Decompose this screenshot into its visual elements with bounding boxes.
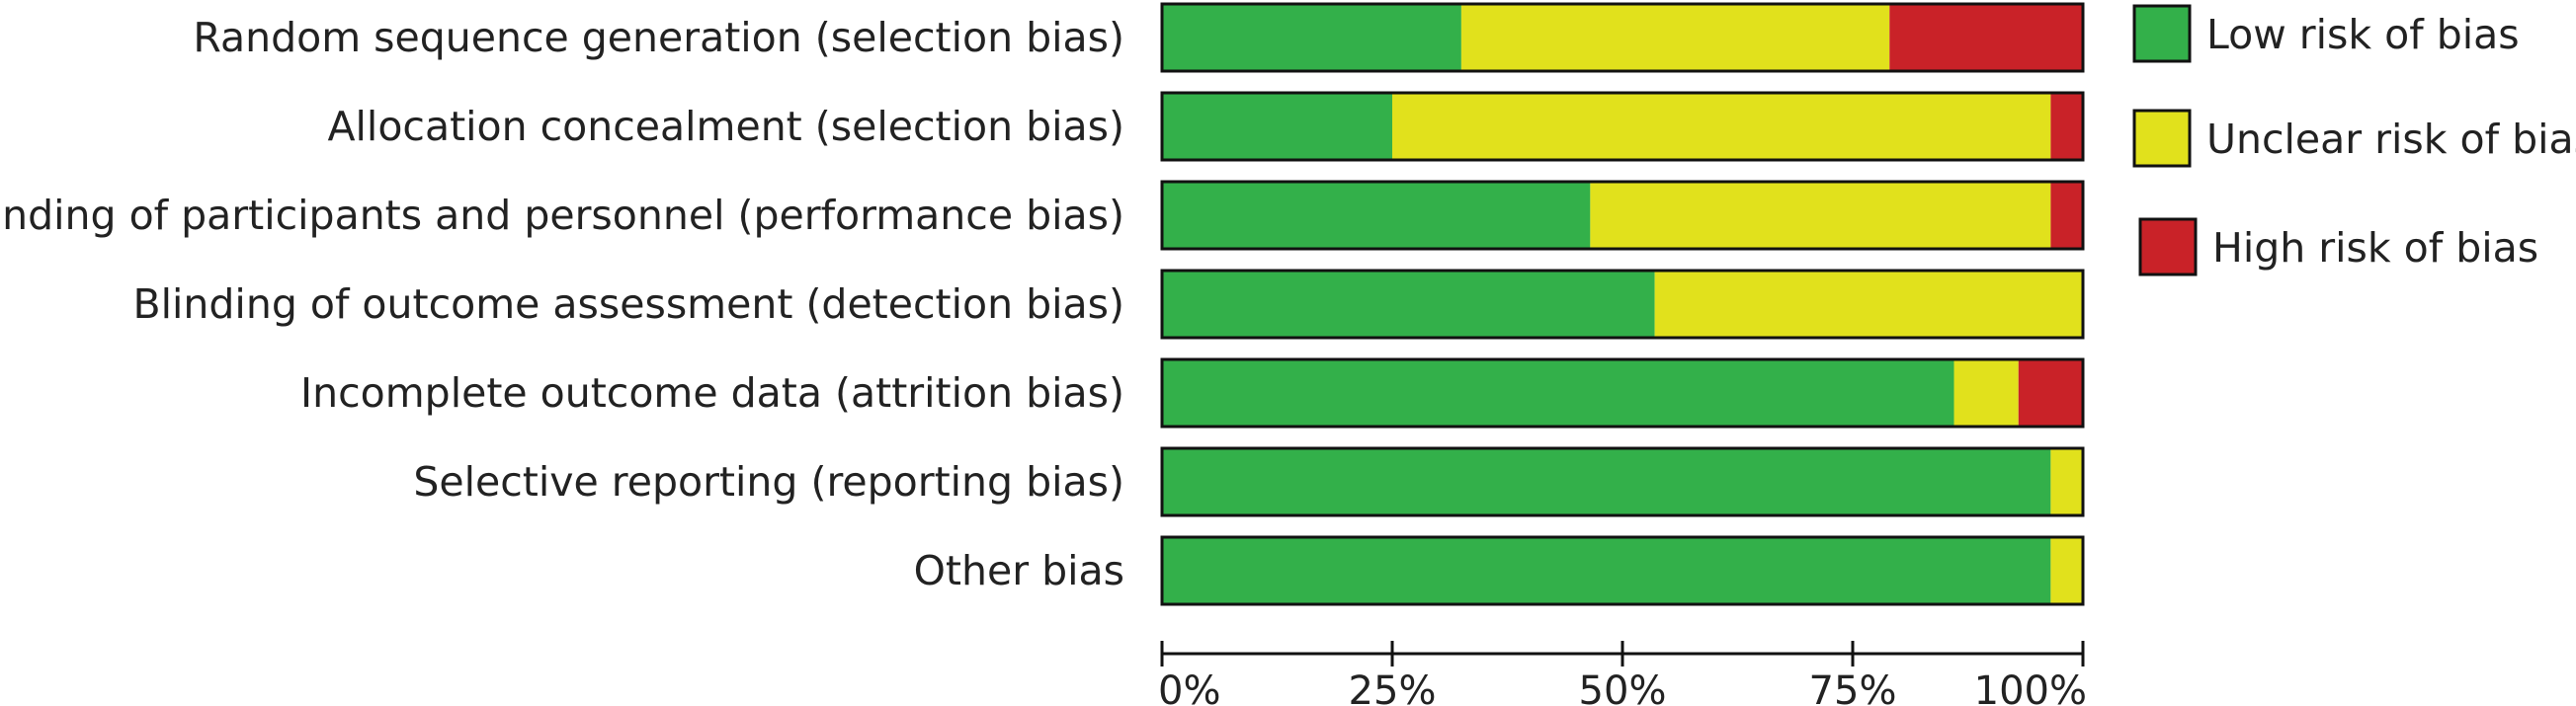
bar-segment-low-risk-of-bias: [1162, 448, 2051, 515]
x-tick-label: 50%: [1579, 668, 1667, 706]
bar-segment-unclear-risk-of-bias: [1654, 271, 2083, 338]
bar-segment-unclear-risk-of-bias: [2050, 537, 2083, 604]
category-label: Random sequence generation (selection bi…: [193, 14, 1124, 61]
bar-segment-high-risk-of-bias: [2018, 359, 2083, 427]
legend-swatch: [2132, 109, 2192, 168]
x-tick-label: 100%: [1974, 668, 2087, 706]
bar-segment-unclear-risk-of-bias: [1590, 182, 2051, 249]
bar-segment-unclear-risk-of-bias: [1460, 4, 1890, 71]
legend-label: Unclear risk of bias: [2206, 116, 2576, 163]
bar-segment-low-risk-of-bias: [1162, 93, 1392, 160]
legend: Low risk of bias Unclear risk of bias High…: [2132, 4, 2576, 276]
category-labels: Random sequence generation (selection bi…: [0, 14, 1124, 594]
legend-label: High risk of bias: [2212, 224, 2538, 272]
bar-outline: [1160, 535, 2085, 606]
category-label: Blinding of outcome assessment (detectio…: [133, 280, 1124, 328]
bar-segment-low-risk-of-bias: [1162, 4, 1461, 71]
x-axis: 0% 25% 50% 75% 100%: [1158, 641, 2087, 706]
bar-outline: [1160, 269, 2085, 340]
bar-segment-unclear-risk-of-bias: [1953, 359, 2019, 427]
bars: [1160, 2, 2085, 606]
category-label: Incomplete outcome data (attrition bias): [300, 369, 1124, 417]
bar-segment-high-risk-of-bias: [1889, 4, 2083, 71]
bar-segment-high-risk-of-bias: [2050, 182, 2083, 249]
bar-segment-unclear-risk-of-bias: [2050, 448, 2083, 515]
bar-outline: [1160, 180, 2085, 251]
x-tick-label: 0%: [1158, 668, 1220, 706]
category-label: Other bias: [914, 547, 1124, 594]
x-tick-label: 25%: [1349, 668, 1437, 706]
bar-segment-low-risk-of-bias: [1162, 359, 1954, 427]
bar-segment-low-risk-of-bias: [1162, 182, 1591, 249]
legend-label: Low risk of bias: [2206, 11, 2520, 58]
bar-outline: [1160, 2, 2085, 73]
legend-swatch: [2138, 217, 2198, 276]
bar-segment-unclear-risk-of-bias: [1392, 93, 2051, 160]
category-label: Blinding of participants and personnel (…: [0, 192, 1124, 239]
category-label: Allocation concealment (selection bias): [327, 103, 1124, 150]
legend-swatch: [2132, 4, 2192, 63]
bar-outline: [1160, 357, 2085, 429]
bar-segment-high-risk-of-bias: [2050, 93, 2083, 160]
bar-outline: [1160, 91, 2085, 162]
x-tick-label: 75%: [1809, 668, 1897, 706]
bar-outline: [1160, 446, 2085, 517]
bar-segment-low-risk-of-bias: [1162, 271, 1655, 338]
bar-segment-low-risk-of-bias: [1162, 537, 2051, 604]
category-label: Selective reporting (reporting bias): [413, 458, 1124, 506]
